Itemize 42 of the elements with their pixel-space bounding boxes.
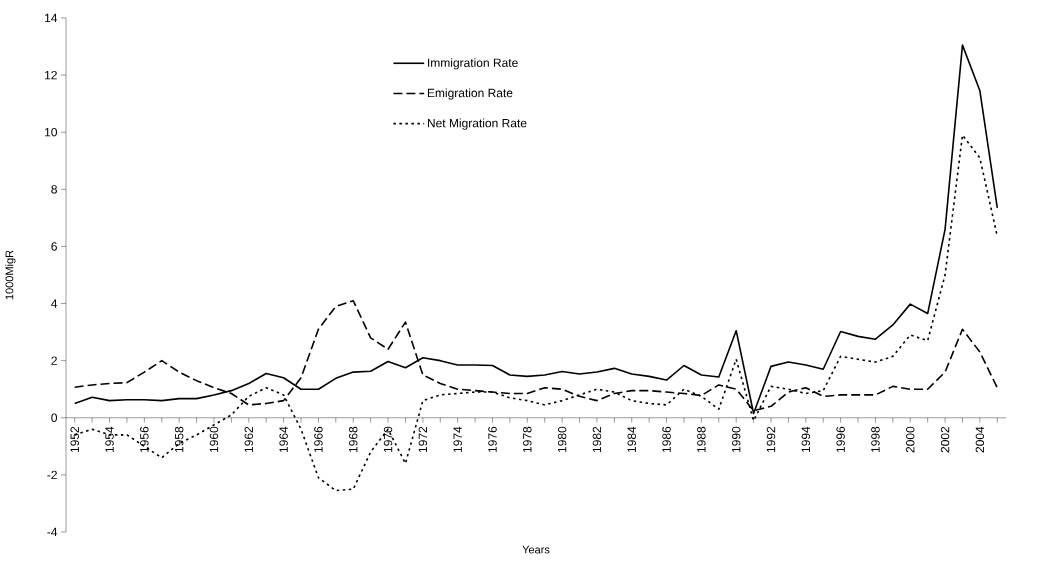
y-tick-label: -2 bbox=[47, 470, 57, 480]
x-tick-label: 1990 bbox=[731, 426, 741, 453]
x-tick-label: 1998 bbox=[871, 426, 880, 453]
y-tick-label: 12 bbox=[45, 70, 57, 80]
x-tick-label: 1994 bbox=[801, 426, 811, 453]
x-tick-label: 1966 bbox=[314, 426, 323, 453]
y-tick-label: 0 bbox=[51, 413, 58, 423]
y-tick-label: 6 bbox=[51, 242, 57, 251]
x-tick-label: 1992 bbox=[766, 426, 776, 453]
y-tick-label: -4 bbox=[47, 527, 58, 537]
x-tick-label: 2000 bbox=[906, 426, 915, 453]
x-tick-label: 1988 bbox=[697, 426, 706, 453]
x-tick-label: 1964 bbox=[279, 426, 288, 453]
x-tick-label: 1976 bbox=[488, 426, 497, 453]
x-tick-label: 2004 bbox=[975, 426, 985, 453]
x-tick-label: 1954 bbox=[105, 426, 114, 453]
x-tick-label: 1984 bbox=[627, 426, 636, 453]
x-axis-title: Years bbox=[522, 545, 550, 554]
x-tick-label: 1980 bbox=[557, 426, 567, 453]
y-tick-label: 2 bbox=[51, 356, 57, 365]
legend-label: Net Migration Rate bbox=[427, 118, 527, 130]
x-tick-label: 1956 bbox=[140, 426, 149, 453]
x-tick-label: 1986 bbox=[662, 426, 671, 453]
x-tick-label: 1974 bbox=[453, 426, 462, 453]
y-tick-label: 4 bbox=[51, 299, 58, 308]
y-axis-title: 1000MigR bbox=[5, 250, 16, 300]
x-tick-label: 1952 bbox=[70, 426, 79, 453]
x-tick-label: 1972 bbox=[418, 426, 428, 453]
y-tick-label: 10 bbox=[45, 127, 58, 137]
legend-label: Immigration Rate bbox=[428, 58, 518, 70]
x-tick-label: 1968 bbox=[348, 426, 358, 453]
x-tick-label: 1982 bbox=[592, 426, 602, 453]
x-tick-label: 1978 bbox=[523, 426, 532, 453]
x-tick-label: 1970 bbox=[383, 426, 393, 453]
x-tick-label: 1958 bbox=[174, 426, 184, 453]
x-tick-label: 1962 bbox=[244, 426, 254, 453]
y-tick-label: 14 bbox=[45, 13, 58, 23]
x-tick-label: 2002 bbox=[940, 426, 950, 453]
y-tick-label: 8 bbox=[51, 185, 57, 194]
legend-label: Emigration Rate bbox=[427, 88, 513, 100]
x-tick-label: 1960 bbox=[209, 426, 219, 453]
x-tick-label: 1996 bbox=[836, 426, 845, 453]
